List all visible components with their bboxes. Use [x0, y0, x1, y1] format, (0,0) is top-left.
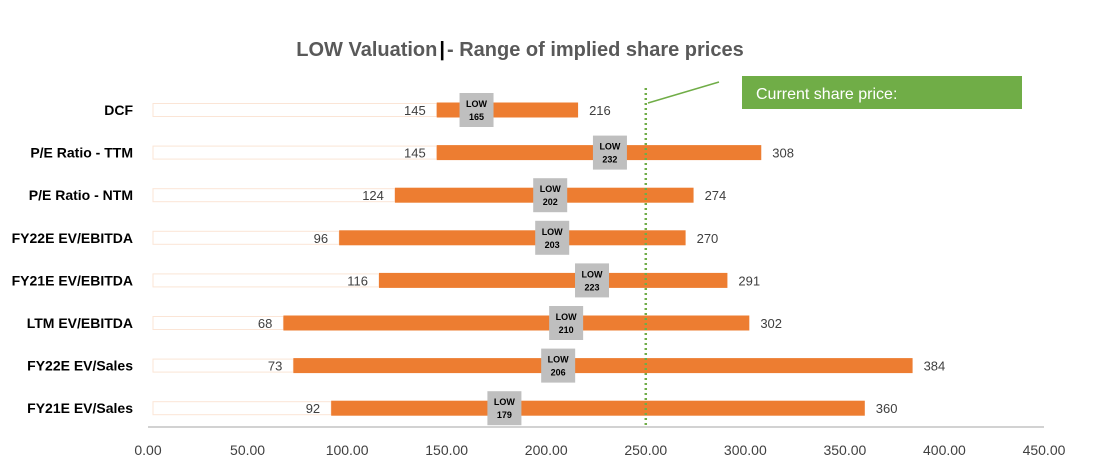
- category-label: P/E Ratio - NTM: [29, 187, 133, 203]
- mid-marker-prefix: LOW: [556, 312, 577, 322]
- x-tick-label: 0.00: [134, 442, 161, 458]
- base-segment: [152, 401, 332, 416]
- mid-marker-box: [533, 178, 568, 213]
- mid-marker-value: 202: [543, 197, 558, 207]
- category-label: DCF: [104, 102, 133, 118]
- range-bar: [283, 315, 750, 331]
- mid-marker-box: [575, 263, 610, 298]
- mid-marker-box: [541, 348, 576, 383]
- callout-box: [742, 76, 1022, 109]
- high-value-label: 360: [876, 401, 898, 416]
- high-value-label: 291: [738, 273, 760, 288]
- x-tick-label: 300.00: [724, 442, 767, 458]
- mid-marker-prefix: LOW: [542, 227, 563, 237]
- high-value-label: 274: [705, 188, 727, 203]
- mid-marker-box: [487, 391, 522, 426]
- chart-title: LOW Valuation | - Range of implied share p…: [296, 39, 743, 61]
- mid-marker-value: 210: [559, 325, 574, 335]
- x-tick-label: 400.00: [923, 442, 966, 458]
- category-label: FY22E EV/EBITDA: [12, 230, 133, 246]
- base-segment: [152, 273, 380, 288]
- mid-marker-prefix: LOW: [548, 355, 569, 365]
- title-cursor: |: [439, 39, 445, 61]
- current-price-label: Current share price:: [756, 86, 897, 103]
- low-value-label: 124: [362, 188, 384, 203]
- high-value-label: 216: [589, 103, 611, 118]
- low-value-label: 96: [314, 231, 328, 246]
- current-price-callout: Current share price:: [647, 76, 1022, 109]
- mid-marker-prefix: LOW: [494, 397, 515, 407]
- category-label: LTM EV/EBITDA: [27, 315, 133, 331]
- x-tick-label: 100.00: [326, 442, 369, 458]
- high-value-label: 384: [924, 359, 946, 374]
- x-tick-label: 350.00: [823, 442, 866, 458]
- x-tick-label: 150.00: [425, 442, 468, 458]
- base-segment: [152, 230, 340, 245]
- category-label: FY21E EV/Sales: [27, 400, 133, 416]
- category-label: FY21E EV/EBITDA: [12, 272, 133, 288]
- x-tick-label: 50.00: [230, 442, 265, 458]
- mid-marker-box: [459, 93, 494, 127]
- mid-marker-value: 223: [585, 282, 600, 292]
- x-tick-label: 250.00: [624, 442, 667, 458]
- x-tick-label: 450.00: [1023, 442, 1066, 458]
- low-value-label: 145: [404, 146, 426, 161]
- chart-title-part2: - Range of implied share prices: [447, 39, 744, 61]
- mid-marker-box: [549, 306, 584, 340]
- base-segment: [152, 145, 438, 160]
- mid-marker-box: [592, 135, 627, 170]
- range-bar: [331, 400, 865, 416]
- mid-marker-value: 179: [497, 410, 512, 420]
- low-value-label: 73: [268, 359, 282, 374]
- base-segment: [152, 103, 438, 117]
- mid-marker-prefix: LOW: [582, 269, 603, 279]
- category-label: P/E Ratio - TTM: [30, 145, 133, 161]
- mid-marker-value: 206: [551, 368, 566, 378]
- chart-title-part1: LOW Valuation: [296, 39, 437, 61]
- callout-leader-line: [647, 81, 720, 104]
- range-bar: [378, 272, 728, 288]
- range-bar: [436, 102, 579, 118]
- x-tick-label: 200.00: [525, 442, 568, 458]
- mid-marker-prefix: LOW: [466, 99, 487, 109]
- mid-marker-value: 165: [469, 112, 484, 122]
- range-bar: [293, 358, 913, 374]
- mid-marker-value: 203: [545, 240, 560, 250]
- low-value-label: 116: [347, 273, 368, 288]
- range-bar: [339, 230, 686, 246]
- category-label: FY22E EV/Sales: [27, 358, 133, 374]
- high-value-label: 270: [697, 231, 719, 246]
- mid-marker-prefix: LOW: [540, 184, 561, 194]
- high-value-label: 308: [772, 146, 794, 161]
- low-value-label: 92: [306, 401, 320, 416]
- mid-marker-value: 232: [602, 155, 617, 165]
- plot-area: 0.00 50.00 100.00 150.00 200.00 250.00 300.00 3…: [12, 88, 1066, 458]
- low-value-label: 68: [258, 316, 272, 331]
- high-value-label: 302: [760, 316, 782, 331]
- base-segment: [152, 188, 396, 203]
- mid-marker-prefix: LOW: [599, 142, 620, 152]
- low-value-label: 145: [404, 103, 426, 118]
- mid-marker-box: [535, 220, 570, 255]
